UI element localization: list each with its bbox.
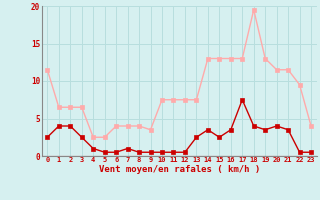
X-axis label: Vent moyen/en rafales ( km/h ): Vent moyen/en rafales ( km/h )	[99, 165, 260, 174]
